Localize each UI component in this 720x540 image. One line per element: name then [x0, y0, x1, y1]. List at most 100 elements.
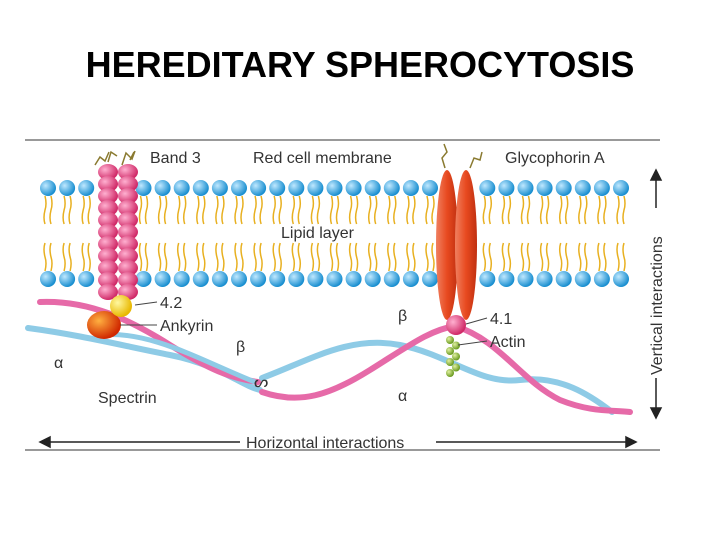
label-vertical-interactions: Vertical interactions	[649, 236, 666, 375]
actin-bead	[452, 352, 460, 361]
lipid-tail	[354, 195, 359, 272]
lipid-tail	[49, 195, 53, 272]
band3-subunit	[98, 236, 118, 252]
lipid-tail	[488, 195, 493, 272]
lipid-head	[517, 271, 534, 287]
lipid-head	[555, 271, 572, 287]
lipid-tail	[215, 195, 219, 272]
lipid-tail	[616, 195, 620, 272]
lipid-tail	[259, 195, 263, 272]
lipid-head	[211, 271, 228, 287]
ankyrin-protein	[87, 311, 121, 339]
lipid-head	[173, 271, 190, 287]
spectrin-alpha-strand-2	[99, 331, 256, 385]
label-band3: Band 3	[150, 150, 201, 167]
band3-subunit	[98, 212, 118, 228]
lipid-tail	[234, 195, 238, 272]
label-lipid-layer: Lipid layer	[281, 225, 355, 242]
lipid-head	[40, 271, 56, 287]
lipid-head	[154, 271, 171, 287]
lipid-tail	[622, 195, 626, 272]
lipid-tail	[367, 195, 372, 272]
lipid-head	[250, 180, 267, 196]
lipid-tail	[564, 195, 569, 272]
lipid-tail	[253, 195, 257, 272]
lipid-head	[154, 180, 171, 196]
lipid-head	[40, 180, 56, 196]
band3-subunit	[118, 224, 138, 240]
lipid-tail	[43, 195, 47, 272]
label-4-1: 4.1	[490, 311, 512, 328]
lipid-heads	[40, 180, 629, 287]
lipid-head	[59, 271, 76, 287]
lipid-head	[173, 180, 190, 196]
lipid-head	[479, 180, 496, 196]
actin-bead	[446, 358, 454, 366]
lipid-head	[613, 271, 629, 287]
lipid-tail	[431, 195, 435, 272]
label-alpha-left: α	[54, 355, 63, 372]
band3-subunit	[98, 224, 118, 240]
lipid-tail	[221, 195, 225, 272]
lipid-head	[135, 271, 152, 287]
label-beta-left: β	[236, 339, 245, 356]
protein-4-1	[446, 315, 466, 335]
lipid-tail	[584, 195, 588, 272]
lipid-head	[593, 180, 610, 196]
lipid-tail	[558, 195, 563, 272]
lipid-head	[383, 271, 400, 287]
band3-subunit	[98, 188, 118, 204]
lipid-head	[574, 180, 591, 196]
lipid-head	[593, 271, 610, 287]
lipid-head	[78, 180, 95, 196]
lipid-head	[345, 180, 362, 196]
lipid-tail	[291, 195, 296, 272]
slide-title: HEREDITARY SPHEROCYTOSIS	[85, 44, 635, 85]
lipid-tail	[520, 195, 525, 272]
glycophorin-a-left	[436, 170, 458, 320]
lipid-head	[326, 180, 343, 196]
label-beta-right: β	[398, 308, 407, 325]
lipid-tail	[406, 195, 410, 272]
lipid-tail	[138, 195, 143, 272]
lipid-tail	[81, 195, 85, 272]
actin-bead	[452, 363, 460, 372]
lipid-head	[326, 271, 343, 287]
lipid-head	[364, 271, 381, 287]
lipid-tail	[329, 195, 334, 272]
lipid-head	[498, 271, 515, 287]
label-glycophorin: Glycophorin A	[505, 150, 605, 167]
lipid-head	[307, 180, 324, 196]
lipid-tail	[157, 195, 162, 272]
lipid-head	[613, 180, 629, 196]
lipid-head	[59, 180, 76, 196]
lipid-head	[402, 271, 419, 287]
label-horizontal-interactions: Horizontal interactions	[246, 435, 404, 452]
label-spectrin: Spectrin	[98, 390, 157, 407]
lipid-tail	[196, 195, 200, 272]
actin-bead	[446, 336, 454, 344]
leader-lines	[120, 301, 488, 346]
dimer-link-icon: ᔕ	[254, 374, 268, 391]
lipid-tail	[526, 195, 531, 272]
band3-subunit	[98, 164, 118, 180]
lipid-head	[288, 271, 305, 287]
lipid-tail	[597, 195, 601, 272]
band3-subunit	[118, 176, 138, 192]
lipid-tail	[176, 195, 181, 272]
band3-subunit	[98, 260, 118, 276]
lipid-head	[78, 271, 95, 287]
carbohydrate-chain-icon	[94, 143, 483, 169]
lipid-tail	[240, 195, 244, 272]
vertical-interactions-arrow	[649, 168, 663, 420]
lipid-tail	[501, 195, 506, 272]
band3-protein	[98, 164, 138, 300]
lipid-head	[135, 180, 152, 196]
band3-subunit	[118, 212, 138, 228]
band3-subunit	[98, 272, 118, 288]
lipid-tail	[393, 195, 397, 272]
lipid-head	[536, 180, 553, 196]
lipid-tail	[335, 195, 340, 272]
protein-4-2	[110, 295, 132, 317]
